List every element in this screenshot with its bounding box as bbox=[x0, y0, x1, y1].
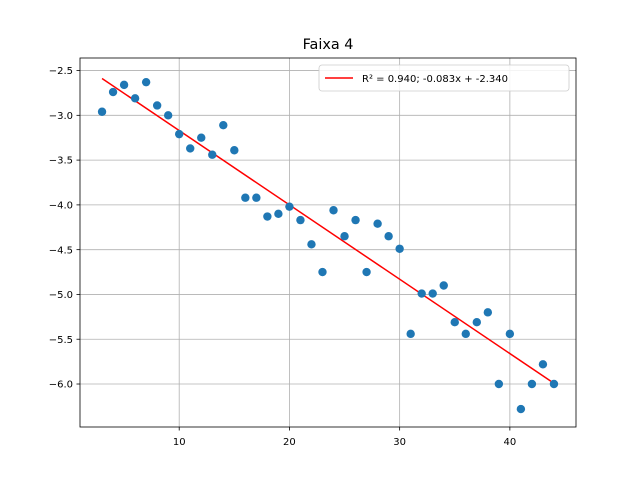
data-point bbox=[439, 281, 448, 290]
data-point bbox=[538, 360, 548, 369]
x-tick-label: 10 bbox=[173, 437, 186, 448]
data-point bbox=[263, 212, 272, 221]
data-point bbox=[395, 244, 404, 253]
data-point bbox=[175, 129, 184, 139]
data-point bbox=[274, 209, 283, 219]
data-point bbox=[307, 240, 316, 249]
data-point bbox=[230, 146, 239, 155]
data-point bbox=[461, 329, 470, 339]
x-tick-label: 20 bbox=[283, 437, 296, 448]
data-point bbox=[119, 80, 129, 90]
data-point bbox=[406, 329, 415, 339]
data-point bbox=[505, 329, 515, 339]
data-point bbox=[472, 318, 481, 327]
legend-label: R² = 0.940; -0.083x + -2.340 bbox=[362, 74, 508, 85]
data-point bbox=[384, 232, 393, 241]
data-point bbox=[152, 101, 162, 110]
x-tick-label: 40 bbox=[503, 437, 516, 448]
data-point bbox=[417, 289, 426, 298]
data-point bbox=[527, 379, 537, 389]
data-point bbox=[450, 318, 459, 327]
y-tick-label: −5.0 bbox=[49, 290, 73, 301]
axes-frame bbox=[79, 57, 577, 428]
data-point bbox=[97, 107, 107, 116]
data-point bbox=[516, 404, 526, 414]
data-point bbox=[549, 379, 559, 389]
data-point bbox=[318, 267, 327, 277]
data-point bbox=[141, 77, 151, 87]
x-tick-label: 30 bbox=[393, 437, 406, 448]
data-point bbox=[163, 111, 173, 120]
chart-title: Faixa 4 bbox=[303, 37, 354, 53]
data-point bbox=[428, 289, 437, 298]
data-points bbox=[97, 77, 559, 414]
y-tick-label: −3.0 bbox=[49, 111, 73, 122]
y-tick-label: −4.5 bbox=[49, 245, 73, 256]
y-tick-label: −2.5 bbox=[49, 66, 73, 77]
data-point bbox=[208, 150, 217, 159]
grid-lines bbox=[80, 58, 576, 427]
data-point bbox=[252, 193, 261, 202]
data-point bbox=[296, 215, 305, 225]
data-point bbox=[340, 232, 349, 241]
data-point bbox=[108, 87, 118, 97]
legend-box bbox=[318, 64, 570, 92]
data-point bbox=[285, 202, 294, 211]
data-point bbox=[186, 144, 195, 153]
axes: 10 20 30 40 −2.5 −3.0 −3.5 −4.0 −4.5 −5.0 −5.5 −6.0 bbox=[49, 57, 577, 448]
fit-line-layer bbox=[101, 77, 555, 384]
data-point bbox=[130, 94, 140, 103]
data-point bbox=[494, 379, 504, 389]
data-point bbox=[483, 308, 493, 317]
data-point bbox=[329, 206, 338, 215]
data-point bbox=[373, 219, 382, 228]
data-point bbox=[351, 215, 360, 225]
data-point bbox=[241, 193, 250, 202]
y-tick-label: −5.5 bbox=[49, 335, 73, 346]
fit-line bbox=[101, 77, 555, 384]
legend: R² = 0.940; -0.083x + -2.340 bbox=[318, 64, 570, 92]
data-point bbox=[197, 133, 206, 142]
data-point bbox=[362, 267, 371, 277]
data-point bbox=[219, 120, 228, 130]
y-tick-label: −3.5 bbox=[49, 156, 73, 167]
y-tick-label: −4.0 bbox=[49, 200, 73, 211]
y-tick-label: −6.0 bbox=[49, 380, 73, 391]
